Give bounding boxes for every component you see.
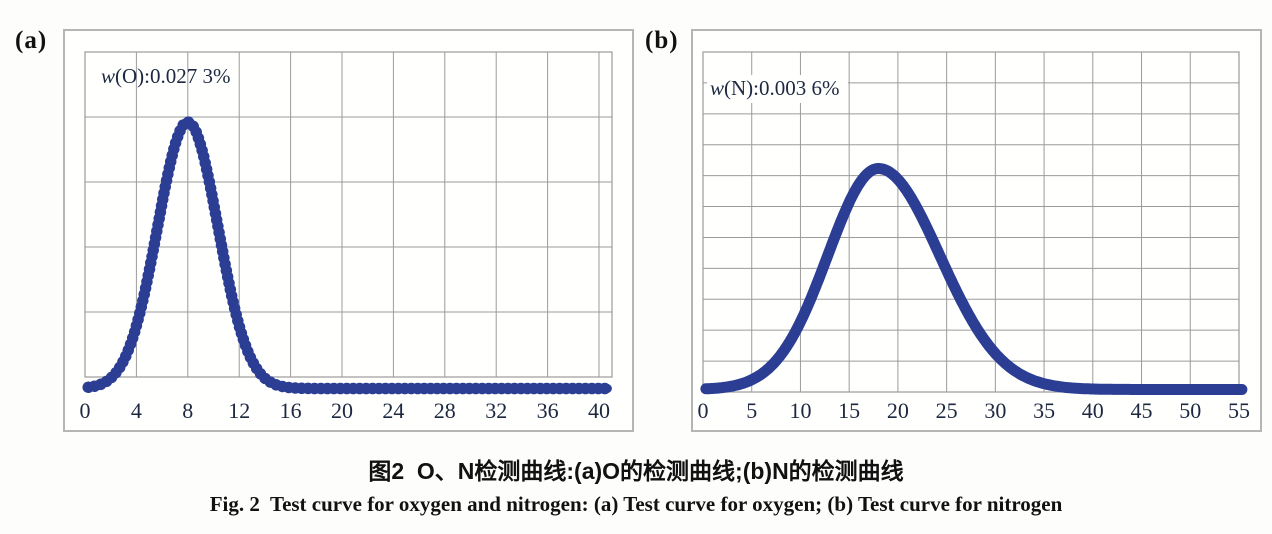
chart-panel-a: 0 4 8 12 16 20 24 28 32 36 40 w(O):0.027 3%	[63, 29, 634, 432]
svg-text:8: 8	[182, 398, 193, 423]
panel-a-label: (a)	[15, 27, 48, 54]
nitrogen-mass-fraction-annotation: w(N):0.003 6%	[707, 75, 848, 103]
svg-text:15: 15	[838, 398, 860, 423]
svg-text:12: 12	[228, 398, 250, 423]
annotation-symbol: w	[710, 76, 725, 100]
svg-text:45: 45	[1131, 398, 1153, 423]
svg-text:28: 28	[434, 398, 456, 423]
svg-text:20: 20	[331, 398, 353, 423]
oxygen-mass-fraction-annotation: w(O):0.027 3%	[101, 64, 231, 89]
chart-panel-b: 0 5 10 15 20 25 30 35 40 45 50 55 w(N):0.003 6%	[691, 29, 1262, 432]
svg-text:0: 0	[698, 398, 709, 423]
svg-text:4: 4	[131, 398, 142, 423]
svg-text:55: 55	[1228, 398, 1250, 423]
nitrogen-detection-curve-chart: 0 5 10 15 20 25 30 35 40 45 50 55	[698, 51, 1250, 423]
svg-text:5: 5	[746, 398, 757, 423]
panel-b-label: (b)	[645, 27, 679, 54]
svg-text:0: 0	[80, 398, 91, 423]
svg-text:30: 30	[984, 398, 1006, 423]
caption-english: Fig. 2 Test curve for oxygen and nitroge…	[209, 492, 1063, 516]
annotation-value: (N):0.003 6%	[724, 76, 840, 100]
oxygen-detection-curve-chart: 0 4 8 12 16 20 24 28 32 36 40	[80, 51, 614, 423]
svg-text:36: 36	[537, 398, 559, 423]
annotation-symbol: w	[101, 64, 116, 88]
svg-text:50: 50	[1179, 398, 1201, 423]
annotation-value: (O):0.027 3%	[115, 64, 231, 88]
svg-text:40: 40	[1082, 398, 1104, 423]
svg-text:35: 35	[1033, 398, 1055, 423]
caption-chinese: 图2 O、N检测曲线:(a)O的检测曲线;(b)N的检测曲线	[368, 458, 904, 484]
svg-text:25: 25	[936, 398, 958, 423]
svg-text:24: 24	[382, 398, 404, 423]
svg-text:32: 32	[485, 398, 507, 423]
svg-text:10: 10	[789, 398, 811, 423]
svg-text:16: 16	[280, 398, 302, 423]
svg-text:40: 40	[588, 398, 610, 423]
svg-text:20: 20	[887, 398, 909, 423]
